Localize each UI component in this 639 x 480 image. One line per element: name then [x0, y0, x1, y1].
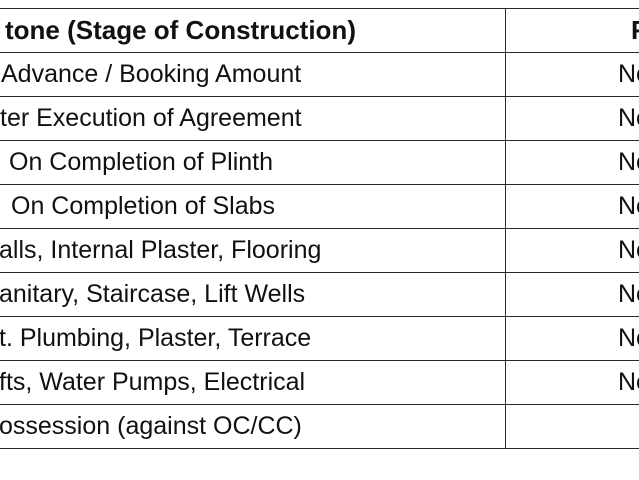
rera-text: No — [618, 104, 639, 132]
rera-cell: No — [505, 140, 639, 185]
table-row: t. Plumbing, Plaster, Terrace No — [0, 316, 639, 361]
rera-text: No — [618, 368, 639, 396]
milestone-text: anitary, Staircase, Lift Wells — [0, 280, 306, 308]
milestone-cell: alls, Internal Plaster, Flooring — [0, 228, 506, 273]
milestone-text: On Completion of Slabs — [11, 192, 276, 220]
table-row: Advance / Booking Amount No — [0, 52, 639, 97]
milestone-cell: ter Execution of Agreement — [0, 96, 506, 141]
milestone-cell: On Completion of Slabs — [0, 184, 506, 229]
rera-cell: No — [505, 360, 639, 405]
rera-text: No — [618, 280, 639, 308]
table-row: anitary, Staircase, Lift Wells No — [0, 272, 639, 317]
milestone-text: ter Execution of Agreement — [0, 104, 302, 132]
milestone-header-label: tone (Stage of Construction) — [5, 15, 356, 45]
table-row: On Completion of Plinth No — [0, 140, 639, 185]
milestone-cell: Advance / Booking Amount — [0, 52, 506, 97]
rera-header-label: RERA — [631, 15, 639, 45]
milestone-text: Advance / Booking Amount — [1, 60, 302, 88]
table-row: ter Execution of Agreement No — [0, 96, 639, 141]
table-row: alls, Internal Plaster, Flooring No — [0, 228, 639, 273]
table-row: On Completion of Slabs No — [0, 184, 639, 229]
rera-cell: No — [505, 228, 639, 273]
rera-cell: No — [505, 96, 639, 141]
rera-cell: No — [505, 272, 639, 317]
rera-header: RERA — [505, 8, 639, 53]
rera-text: No — [618, 148, 639, 176]
milestone-text: On Completion of Plinth — [9, 148, 274, 176]
payment-schedule-table-wrap: tone (Stage of Construction) RERA Advanc… — [0, 8, 639, 449]
header-row: tone (Stage of Construction) RERA — [0, 8, 639, 53]
rera-cell: No — [505, 184, 639, 229]
rera-text: No — [618, 236, 639, 264]
milestone-cell: fts, Water Pumps, Electrical — [0, 360, 506, 405]
rera-text: No — [618, 60, 639, 88]
milestone-text: fts, Water Pumps, Electrical — [0, 368, 306, 396]
table-row: fts, Water Pumps, Electrical No — [0, 360, 639, 405]
milestone-cell: t. Plumbing, Plaster, Terrace — [0, 316, 506, 361]
milestone-text: alls, Internal Plaster, Flooring — [0, 236, 322, 264]
milestone-cell: ossession (against OC/CC) — [0, 404, 506, 449]
milestone-text: t. Plumbing, Plaster, Terrace — [0, 324, 312, 352]
payment-schedule-table: tone (Stage of Construction) RERA Advanc… — [0, 8, 639, 449]
rera-cell: No — [505, 316, 639, 361]
rera-text: No — [618, 192, 639, 220]
milestone-text: ossession (against OC/CC) — [0, 412, 302, 440]
milestone-header: tone (Stage of Construction) — [0, 8, 506, 53]
rera-text: No — [618, 324, 639, 352]
table-row: ossession (against OC/CC) — [0, 404, 639, 449]
milestone-cell: anitary, Staircase, Lift Wells — [0, 272, 506, 317]
milestone-cell: On Completion of Plinth — [0, 140, 506, 185]
rera-cell: No — [505, 52, 639, 97]
rera-cell — [505, 404, 639, 449]
